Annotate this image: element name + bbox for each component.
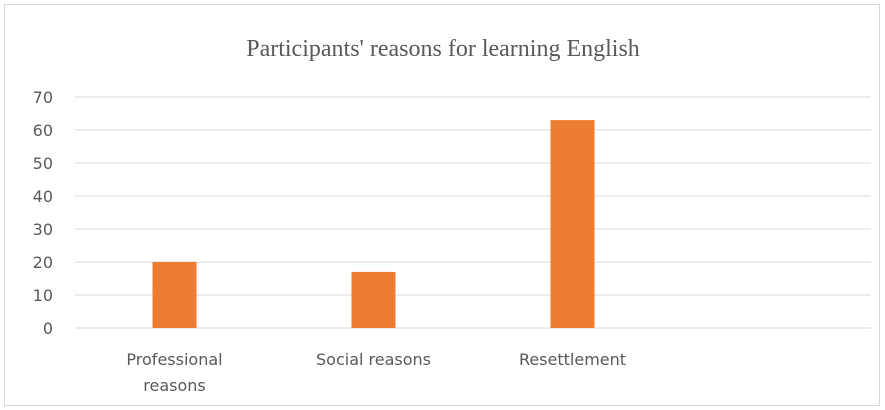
x-category-label: Social reasons xyxy=(316,350,431,369)
bar xyxy=(351,271,396,328)
chart-frame: Participants' reasons for learning Engli… xyxy=(4,4,880,406)
x-category-label: Professional xyxy=(126,350,222,369)
y-axis-ticks: 0 10 20 30 40 50 60 70 xyxy=(33,88,53,338)
x-axis-categories: Professional reasons Social reasons Resettl… xyxy=(126,350,626,395)
bars xyxy=(152,120,595,328)
chart-title: Participants' reasons for learning Engli… xyxy=(246,36,640,62)
chart-plot: 0 10 20 30 40 50 60 70 Professional reasons Socia… xyxy=(33,88,871,395)
bar xyxy=(550,120,595,328)
gridlines xyxy=(75,96,871,329)
y-tick-label: 70 xyxy=(33,88,53,107)
x-category-label: reasons xyxy=(143,376,205,395)
y-tick-label: 0 xyxy=(43,319,53,338)
y-tick-label: 40 xyxy=(33,187,53,206)
x-category-label: Resettlement xyxy=(519,350,626,369)
y-tick-label: 50 xyxy=(33,154,53,173)
y-tick-label: 30 xyxy=(33,220,53,239)
y-tick-label: 20 xyxy=(33,253,53,272)
bar xyxy=(152,262,197,328)
y-tick-label: 10 xyxy=(33,286,53,305)
y-tick-label: 60 xyxy=(33,121,53,140)
